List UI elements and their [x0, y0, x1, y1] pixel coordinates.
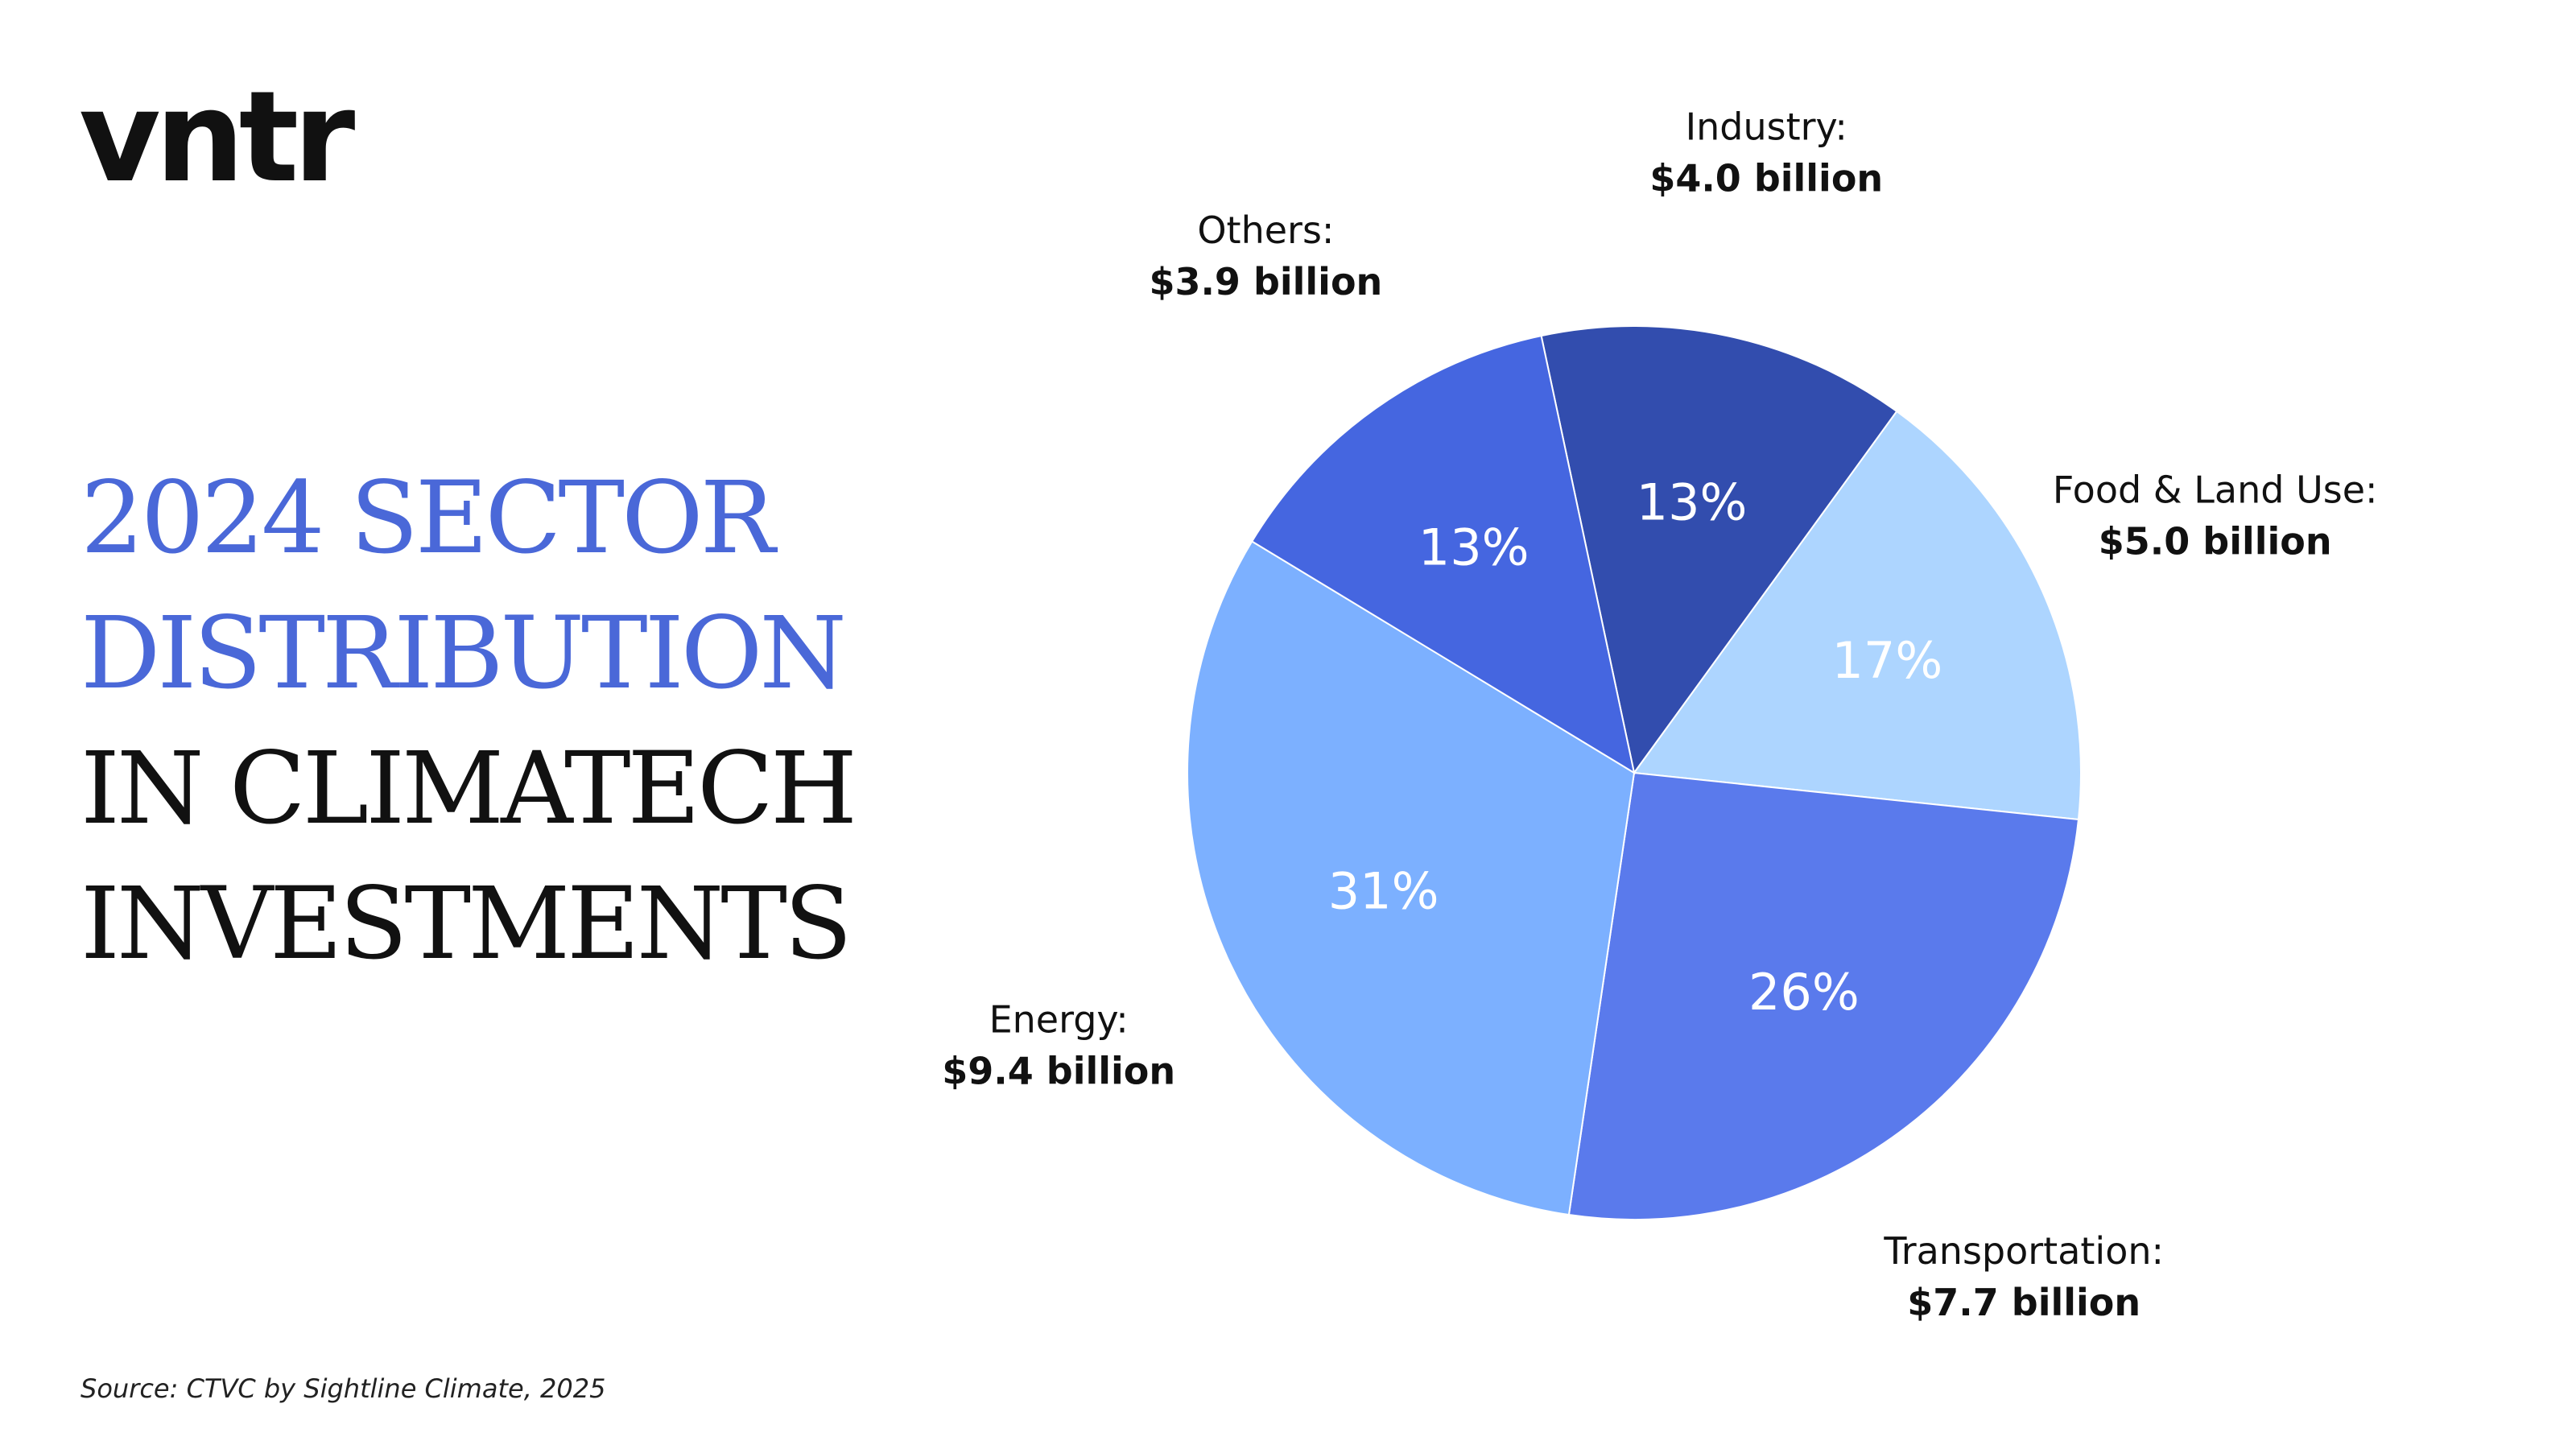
slice-category-label-5: Others: $3.9 billion [1149, 208, 1382, 303]
pie-slice-5 [1250, 334, 1636, 775]
slice-category-label-1: Industry: $4.0 billion [1649, 105, 1883, 200]
slice-category-label-2: Food & Land Use: $5.0 billion [2053, 469, 2378, 564]
slice-percent-label-3: 26% [1748, 963, 1860, 1022]
title-line-1: 2024 SECTOR [80, 460, 775, 576]
pie-slice-1 [1540, 325, 1898, 775]
vntr-logo: vntr [79, 64, 355, 210]
slice-value-2: $5.0 billion [2099, 520, 2332, 564]
slice-name-1: Industry: [1686, 105, 1847, 148]
title-line-2: DISTRIBUTION [80, 596, 847, 712]
slice-value-4: $9.4 billion [942, 1049, 1175, 1092]
slice-percent-label-4: 31% [1328, 862, 1439, 921]
slice-name-3: Transportation: [1883, 1229, 2164, 1273]
title-line-4: INVESTMENTS [80, 866, 852, 982]
slice-value-5: $3.9 billion [1149, 260, 1382, 303]
slice-percent-label-5: 13% [1418, 518, 1530, 577]
pie-slice-4 [1187, 540, 1636, 1216]
slice-percent-label-2: 17% [1831, 631, 1942, 690]
slice-percent-label-1: 13% [1637, 473, 1748, 531]
slice-category-label-3: Transportation: $7.7 billion [1883, 1229, 2164, 1324]
slice-value-3: $7.7 billion [1907, 1281, 2140, 1324]
slice-name-5: Others: [1197, 208, 1334, 252]
pie-slice-3 [1567, 771, 2080, 1220]
page-title: 2024 SECTOR DISTRIBUTION IN CLIMATECH IN… [80, 451, 857, 992]
slice-name-4: Energy: [989, 997, 1129, 1041]
source-note: Source: CTVC by Sightline Climate, 2025 [80, 1373, 606, 1404]
slice-value-1: $4.0 billion [1649, 156, 1883, 200]
slice-category-label-4: Energy: $9.4 billion [942, 997, 1175, 1092]
pie-slice-2 [1633, 410, 2082, 821]
slice-name-2: Food & Land Use: [2053, 469, 2378, 512]
title-line-3: IN CLIMATECH [80, 731, 857, 847]
